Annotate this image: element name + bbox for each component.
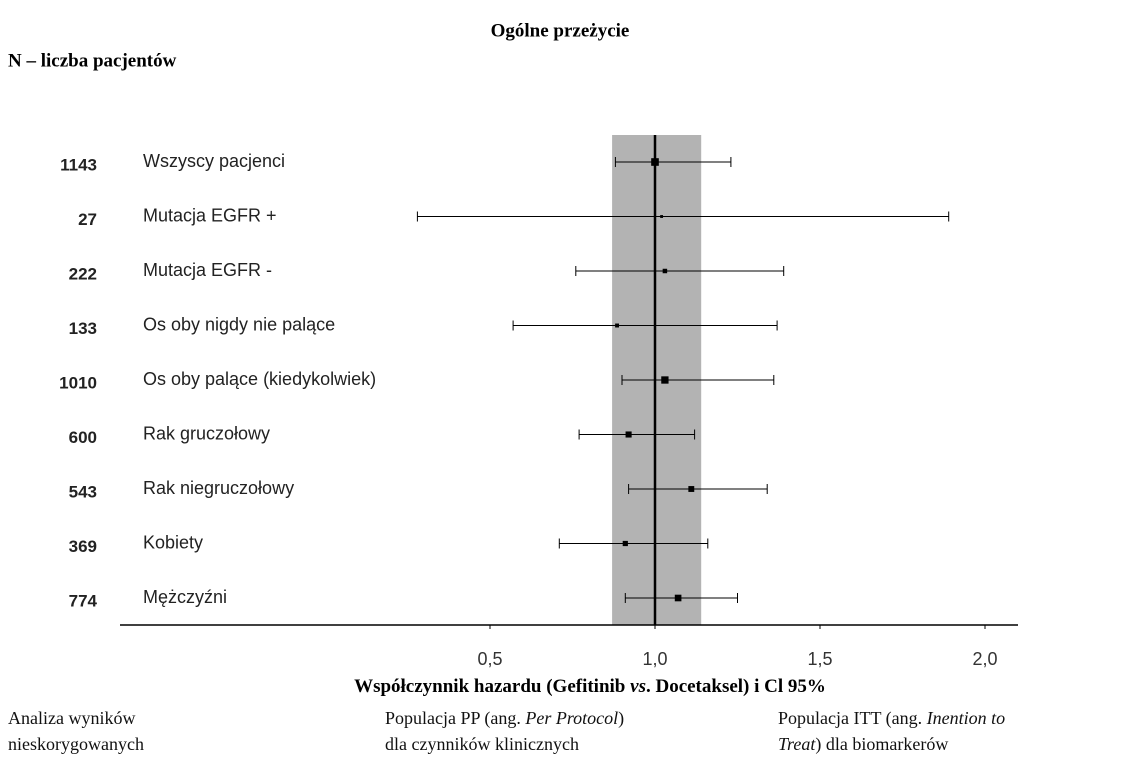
footer-line: dla czynników klinicznych [385,734,579,754]
text-part: . Docetaksel) i Cl 95% [646,676,826,697]
text-part: vs [630,676,646,697]
text-part: Współczynnik hazardu (Gefitinib [354,676,630,697]
n-label: 369 [69,537,97,556]
row-label: Mutacja EGFR - [143,260,272,280]
x-tick-label: 2,0 [972,649,997,669]
row-label: Kobiety [143,532,203,552]
estimate [662,268,668,274]
n-label: 543 [69,482,97,501]
text-part: ) dla biomarkerów [815,734,948,755]
n-label: 27 [78,210,97,229]
text-part: Treat [778,734,816,754]
text-part: nieskorygowanych [8,734,144,754]
footer-line: Analiza wyników [8,708,135,728]
n-label: 222 [69,264,97,283]
footer-line: Populacja ITT (ang. Inention to [778,708,1005,729]
plot: 0,5 1,0 1,5 2,0 1143 Wszyscy pacjenci 27 Mutacj… [59,135,1018,669]
text-part: Analiza wyników [8,708,135,728]
footer-line: nieskorygowanych [8,734,144,754]
row-label: Mutacja EGFR + [143,205,277,225]
footer: Analiza wyników nieskorygowanych Populacja… [8,708,1005,755]
x-axis-label: Współczynnik hazardu (Gefitinib vs. Doce… [354,676,826,697]
estimate [622,540,628,547]
estimate [625,431,632,438]
estimate [688,486,695,492]
text-part: Populacja PP (ang. [385,708,525,729]
estimate [674,594,682,602]
text-part: dla czynników klinicznych [385,734,579,754]
n-label: 1143 [60,155,97,174]
row-label: Rak gruczołowy [143,423,270,443]
n-label: 600 [69,428,97,447]
text-part: ) [618,708,624,729]
x-tick-label: 0,5 [477,649,502,669]
row-label: Wszyscy pacjenci [143,151,285,171]
text-part: Inention to [926,708,1006,728]
estimate [661,376,669,384]
text-part: Populacja ITT (ang. [778,708,927,729]
subtitle: N – liczba pacjentów [8,50,177,71]
estimate [615,323,620,328]
n-label: 1010 [59,373,97,392]
footer-line: Populacja PP (ang. Per Protocol) [385,708,624,729]
text-part: Per Protocol [524,708,618,728]
row-label: Os oby palące (kiedykolwiek) [143,369,376,389]
row-label: Mężczyźni [143,587,227,607]
row-label: Rak niegruczołowy [143,478,294,498]
x-tick-label: 1,5 [807,649,832,669]
estimate [660,215,664,218]
n-label: 133 [69,319,97,338]
chart-title: Ogólne przeżycie [491,20,630,41]
n-label: 774 [69,591,98,610]
x-tick-label: 1,0 [642,649,667,669]
footer-line: Treat) dla biomarkerów [778,734,948,755]
estimate [651,158,659,166]
row-label: Os oby nigdy nie palące [143,314,335,334]
